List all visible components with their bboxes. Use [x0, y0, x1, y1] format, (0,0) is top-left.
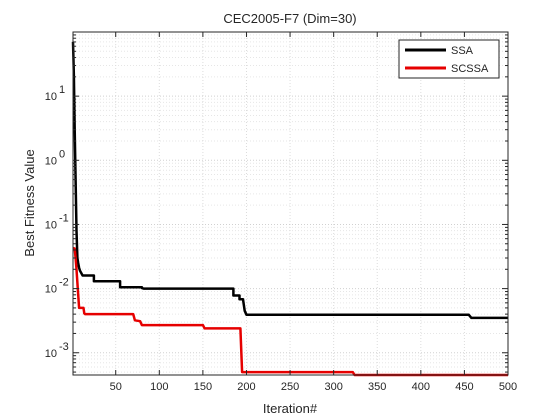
legend-label-scssa: SCSSA — [451, 63, 489, 75]
y-tick-label: 10 — [45, 155, 57, 167]
y-tick-exponent: 0 — [59, 148, 65, 160]
series-line-scssa — [72, 246, 508, 377]
x-tick-label: 450 — [455, 381, 473, 393]
minor-grid — [73, 34, 508, 373]
series-layer — [71, 41, 508, 377]
y-tick-label: 10 — [45, 219, 57, 231]
x-tick-label: 350 — [368, 381, 386, 393]
series-line-ssa — [71, 41, 508, 320]
y-tick-label: 10 — [45, 91, 57, 103]
x-tick-label: 200 — [237, 381, 255, 393]
y-tick-label: 10 — [45, 284, 57, 296]
y-tick-exponent: -1 — [59, 212, 69, 224]
y-tick-exponent: 1 — [59, 84, 65, 96]
y-tick-label: 10 — [45, 348, 57, 360]
x-tick-label: 500 — [499, 381, 517, 393]
x-tick-label: 100 — [150, 381, 168, 393]
y-tick-exponent: -3 — [59, 341, 69, 353]
legend: SSA SCSSA — [398, 39, 500, 79]
x-tick-label: 300 — [324, 381, 342, 393]
legend-box — [398, 39, 500, 79]
x-tick-label: 250 — [281, 381, 299, 393]
chart-title: CEC2005-F7 (Dim=30) — [223, 11, 356, 26]
y-tick-exponent: -2 — [59, 277, 69, 289]
legend-label-ssa: SSA — [451, 45, 474, 57]
x-tick-label: 150 — [194, 381, 212, 393]
x-tick-label: 400 — [412, 381, 430, 393]
x-axis-label: Iteration# — [263, 401, 318, 416]
y-axis-label: Best Fitness Value — [22, 149, 37, 256]
x-axis-ticks: 50 100 150 200 250 300 350 400 450 500 — [110, 32, 517, 393]
x-tick-label: 50 — [110, 381, 122, 393]
